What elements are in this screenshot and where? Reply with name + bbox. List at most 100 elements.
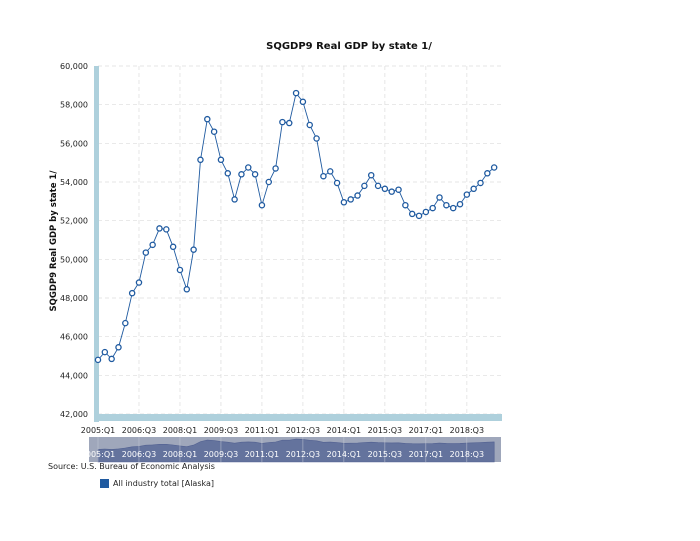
data-point[interactable] — [197, 156, 204, 164]
data-point[interactable] — [142, 249, 150, 256]
data-point[interactable] — [190, 246, 197, 253]
navigator-label: 2011:Q1 — [245, 450, 279, 459]
y-tick-label: 42,000 — [60, 410, 88, 419]
legend-swatch — [100, 479, 109, 488]
data-point[interactable] — [374, 182, 382, 190]
legend-label: All industry total [Alaska] — [113, 479, 215, 488]
y-tick-label: 52,000 — [60, 217, 88, 226]
data-point[interactable] — [286, 119, 293, 127]
navigator-label: 2006:Q3 — [122, 450, 156, 459]
navigator-label: 2018:Q3 — [450, 450, 484, 459]
data-point[interactable] — [456, 200, 464, 208]
data-point[interactable] — [340, 199, 348, 206]
x-tick-label: 2009:Q3 — [204, 426, 238, 435]
data-point[interactable] — [163, 226, 170, 233]
x-tick-label: 2015:Q3 — [368, 426, 402, 435]
data-point[interactable] — [484, 170, 491, 177]
y-tick-label: 56,000 — [60, 139, 88, 148]
navigator-series-area — [97, 438, 495, 463]
x-axis-bar — [94, 414, 502, 421]
navigator-label: 2008:Q1 — [163, 450, 197, 459]
data-point[interactable] — [149, 241, 156, 249]
data-point[interactable] — [408, 210, 416, 218]
y-axis-label: SQGDP9 Real GDP by state 1/ — [49, 170, 59, 312]
data-point[interactable] — [115, 344, 122, 351]
data-point[interactable] — [354, 192, 361, 199]
data-point[interactable] — [135, 279, 143, 286]
data-point[interactable] — [313, 135, 320, 142]
data-point[interactable] — [429, 204, 436, 212]
data-point[interactable] — [306, 121, 313, 129]
navigator-label: 2017:Q1 — [409, 450, 443, 459]
data-point[interactable] — [436, 194, 443, 201]
data-point[interactable] — [210, 128, 218, 135]
data-point[interactable] — [320, 172, 327, 180]
data-point[interactable] — [333, 179, 341, 187]
data-point[interactable] — [258, 201, 266, 209]
data-point[interactable] — [415, 212, 423, 220]
data-point[interactable] — [402, 201, 409, 209]
data-point[interactable] — [347, 196, 354, 203]
source-note: Source: U.S. Bureau of Economic Analysis — [48, 462, 215, 471]
x-tick-label: 2012:Q3 — [286, 426, 320, 435]
data-point[interactable] — [176, 266, 184, 274]
data-point[interactable] — [101, 348, 109, 356]
data-point[interactable] — [231, 196, 238, 203]
data-point[interactable] — [245, 164, 252, 171]
navigator-label: 2009:Q3 — [204, 450, 238, 459]
y-tick-label: 48,000 — [60, 294, 88, 303]
data-point[interactable] — [204, 115, 211, 123]
data-point[interactable] — [238, 171, 245, 178]
x-tick-label: 2018:Q3 — [450, 426, 484, 435]
data-point[interactable] — [326, 168, 334, 175]
data-point[interactable] — [292, 89, 300, 97]
data-point[interactable] — [463, 191, 471, 198]
data-point[interactable] — [449, 204, 457, 212]
data-point[interactable] — [272, 165, 279, 172]
data-point[interactable] — [108, 355, 115, 363]
x-tick-label: 2005:Q1 — [81, 426, 115, 435]
data-point[interactable] — [388, 188, 395, 195]
data-point[interactable] — [251, 171, 259, 178]
navigator-label: 2014:Q1 — [327, 450, 361, 459]
navigator-label: 2012:Q3 — [286, 450, 320, 459]
x-tick-label: 2014:Q1 — [327, 426, 361, 435]
chart-title: SQGDP9 Real GDP by state 1/ — [266, 41, 432, 52]
navigator-label: 2015:Q3 — [368, 450, 402, 459]
y-tick-label: 44,000 — [60, 371, 88, 380]
x-tick-label: 2008:Q1 — [163, 426, 197, 435]
data-point[interactable] — [299, 98, 307, 106]
navigator-label: 2005:Q1 — [81, 450, 115, 459]
data-point[interactable] — [477, 179, 484, 187]
data-point[interactable] — [361, 182, 368, 190]
y-tick-label: 54,000 — [60, 178, 88, 187]
data-point[interactable] — [122, 319, 129, 327]
data-point[interactable] — [156, 225, 163, 232]
y-tick-label: 58,000 — [60, 101, 88, 110]
data-point[interactable] — [381, 185, 389, 193]
data-point[interactable] — [265, 178, 273, 186]
data-point[interactable] — [443, 201, 450, 209]
x-tick-label: 2006:Q3 — [122, 426, 156, 435]
data-point[interactable] — [279, 118, 286, 126]
data-point[interactable] — [470, 185, 477, 193]
y-axis-bar — [94, 66, 99, 422]
data-point[interactable] — [224, 170, 232, 177]
plot-area: 42,000 44,000 46,000 48,000 50,000 52,000 54,0… — [60, 62, 502, 463]
data-point[interactable] — [94, 356, 102, 364]
data-point[interactable] — [422, 208, 430, 216]
legend-item[interactable]: All industry total [Alaska] — [100, 479, 214, 488]
y-tick-label: 46,000 — [60, 333, 88, 342]
data-point[interactable] — [490, 164, 498, 171]
data-point[interactable] — [367, 171, 375, 179]
x-tick-label: 2017:Q1 — [409, 426, 443, 435]
data-point[interactable] — [217, 156, 225, 164]
data-point[interactable] — [395, 186, 402, 193]
data-point[interactable] — [128, 289, 136, 297]
y-tick-label: 60,000 — [60, 62, 88, 71]
data-point[interactable] — [169, 243, 177, 251]
x-tick-label: 2011:Q1 — [245, 426, 279, 435]
y-tick-label: 50,000 — [60, 255, 88, 264]
data-point[interactable] — [183, 286, 191, 293]
